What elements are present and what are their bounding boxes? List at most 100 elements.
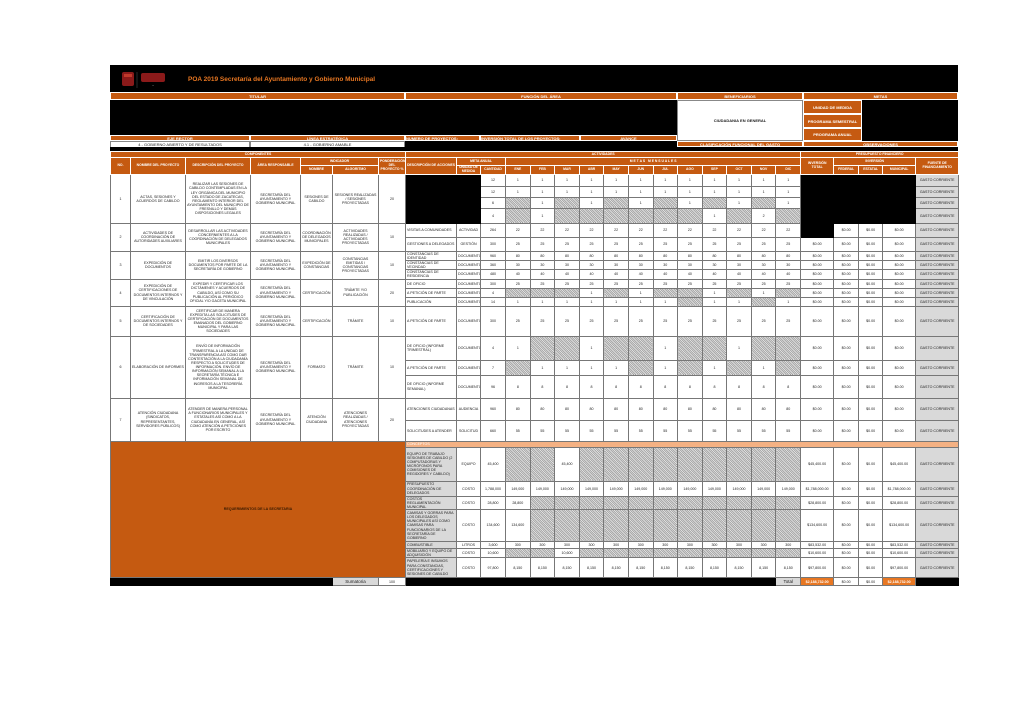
requirement-quantity: 45,400 — [480, 446, 507, 482]
monthly-goal: 80 — [652, 250, 679, 262]
investment-estatal: $0.00 — [858, 335, 884, 361]
investment-municipal: $0.00 — [882, 374, 917, 399]
monthly-goal: 1 — [750, 173, 777, 187]
investment-total: $0.00 — [800, 260, 835, 271]
investment-federal — [833, 196, 860, 209]
investment-municipal — [882, 185, 917, 198]
requirement-month: 300 — [652, 540, 679, 549]
investment-total: $0.00 — [800, 296, 835, 307]
funding-source: GASTO CORRIENTE — [915, 185, 960, 198]
requirement-total: $97,800.00 — [800, 557, 835, 579]
monthly-goal: 1 — [603, 173, 629, 187]
action-description: A PETICIÓN DE PARTE — [405, 359, 458, 376]
monthly-goal: 1 — [578, 359, 605, 376]
project-number: 3 — [110, 250, 131, 280]
monthly-goal: 25 — [750, 305, 777, 337]
action-unit — [456, 196, 482, 209]
indicador-algoritmo-header: ALGORITMO — [332, 165, 379, 175]
monthly-goal — [603, 335, 629, 361]
monthly-goal: 25 — [603, 278, 629, 289]
estatal-header: ESTATAL — [858, 165, 884, 175]
action-description — [405, 185, 458, 198]
monthly-goal: 25 — [726, 305, 752, 337]
monthly-goal: 55 — [726, 419, 752, 442]
requirement-month — [726, 547, 752, 559]
table-row: 5 CERTIFICACIÓN DE DOCUMENTOS INTERNOS Y … — [110, 305, 960, 337]
indicator-name: COORDINACIÓN DE DELEGADOS MUNICIPALES — [300, 222, 333, 252]
monthly-goal: 1 — [505, 296, 531, 307]
requirement-total: $83,532.00 — [800, 540, 835, 549]
annual-quantity: 660 — [480, 419, 507, 442]
monthly-goal: 80 — [775, 250, 802, 262]
monthly-goal: 1 — [652, 359, 679, 376]
monthly-goal: 8 — [726, 374, 752, 399]
svg-text:~: ~ — [152, 84, 154, 88]
requirement-month: 134,600 — [505, 508, 531, 542]
monthly-goal: 25 — [701, 278, 728, 289]
investment-total: $0.00 — [800, 236, 835, 252]
table-row: CONSTANCIAS DE RESIDENCIA DOCUMENTO 480 40 4… — [111, 269, 960, 280]
meta-anual-header: META ANUAL — [456, 157, 507, 166]
investment-estatal: $0.00 — [858, 236, 884, 252]
monthly-goal: 1 — [726, 296, 752, 307]
requirement-row: COSTOS REGLAMENTACIÓN MUNICIPAL COSTO 28,8… — [111, 495, 960, 510]
poa-table: COMPONENTES ACTIVIDADES PRESUPUESTO FINA… — [109, 151, 960, 587]
monthly-goal: 1 — [554, 296, 580, 307]
action-description: SOLICITUDES A ATENDER — [405, 419, 458, 442]
requirement-month — [652, 508, 679, 542]
investment-federal — [833, 173, 860, 187]
monthly-goal — [627, 359, 654, 376]
monthly-goal: 80 — [701, 397, 728, 421]
requirement-concept: PRESUPUESTO COORDINACIÓN DE DELEGADOS — [405, 480, 458, 497]
monthly-goal — [652, 196, 679, 209]
requirement-month: 300 — [677, 540, 703, 549]
titular-label: TITULAR — [110, 92, 405, 100]
project-description: DESARROLLAR LAS ACTIVIDADES CONCERNIENTE… — [185, 222, 251, 252]
monthly-goal: 1 — [603, 185, 629, 198]
requirement-month: 300 — [505, 540, 531, 549]
monthly-goal — [505, 359, 531, 376]
annual-quantity: 264 — [480, 222, 507, 238]
requirement-month — [750, 508, 777, 542]
monthly-goal: 22 — [627, 222, 654, 238]
investment-federal: $0.00 — [833, 222, 860, 238]
monthly-goal: 8 — [677, 374, 703, 399]
requirement-estatal: $0.00 — [858, 495, 884, 510]
proyectos-values — [405, 141, 677, 151]
indicador-nombre-header: NOMBRE — [300, 165, 333, 175]
requirement-month — [701, 508, 728, 542]
funding-source: GASTO CORRIENTE — [915, 207, 960, 224]
investment-total: $0.00 — [800, 335, 835, 361]
requirement-month: 149,000 — [750, 480, 777, 497]
investment-total: $0.00 — [800, 269, 835, 280]
monthly-goal — [750, 296, 777, 307]
indicator-name: EXPEDICIÓN DE CONSTANCIAS — [300, 250, 333, 280]
indicator-name: ATENCIÓN CIUDADANA — [300, 397, 333, 442]
monthly-goal: 8 — [627, 374, 654, 399]
requirement-row: PRESUPUESTO COORDINACIÓN DE DELEGADOS COS… — [111, 480, 960, 497]
requirement-month: 8,150 — [505, 557, 531, 579]
project-weight: 10 — [377, 335, 407, 399]
requirement-month: 8,150 — [529, 557, 556, 579]
investment-total: $0.00 — [800, 278, 835, 289]
monthly-goal: 22 — [652, 222, 679, 238]
project-name: ATENCIÓN CIUDADANA (SINDICATOS, REPRESEN… — [130, 397, 186, 442]
monthly-goal: 80 — [505, 397, 531, 421]
requirement-month: 149,000 — [701, 480, 728, 497]
annual-quantity: 7 — [480, 359, 507, 376]
requirement-month — [505, 446, 531, 482]
requirement-month — [652, 446, 679, 482]
action-unit — [456, 207, 482, 224]
requirement-municipal: $134,600.00 — [882, 508, 917, 542]
monthly-goal: 22 — [775, 222, 802, 238]
investment-total: $0.00 — [800, 397, 835, 421]
monthly-goal: 25 — [627, 278, 654, 289]
monthly-goal: 80 — [529, 397, 556, 421]
monthly-goal: 25 — [627, 236, 654, 252]
requirement-month: 149,000 — [726, 480, 752, 497]
annual-quantity: 4 — [480, 207, 507, 224]
investment-federal: $0.00 — [833, 260, 860, 271]
requirement-month — [652, 547, 679, 559]
requirement-total: $1,788,000.00 — [800, 480, 835, 497]
month-header: OCT — [726, 165, 752, 175]
